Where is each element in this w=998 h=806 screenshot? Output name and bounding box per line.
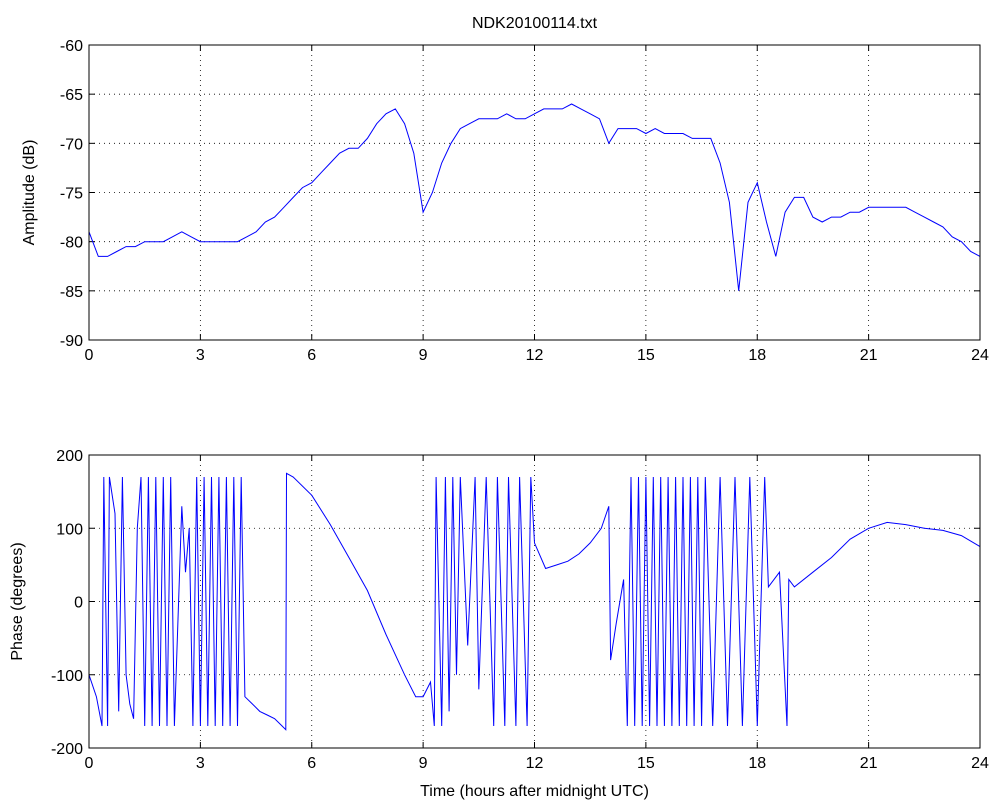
x-tick-label: 9 — [419, 755, 428, 772]
y-tick-label: -70 — [60, 136, 83, 153]
y-tick-label: -60 — [60, 38, 83, 55]
x-tick-label: 6 — [307, 755, 316, 772]
y-tick-label: -100 — [51, 668, 83, 685]
axes-box — [88, 44, 981, 341]
y-axis-label: Amplitude (dB) — [21, 140, 38, 246]
y-tick-label: -65 — [60, 87, 83, 104]
x-tick-label: 24 — [971, 347, 989, 364]
axes-box — [88, 454, 981, 749]
y-axis-label: Phase (degrees) — [9, 542, 26, 660]
x-tick-label: 9 — [419, 347, 428, 364]
y-tick-label: -80 — [60, 235, 83, 252]
x-axis-label: Time (hours after midnight UTC) — [420, 783, 649, 800]
y-tick-label: -200 — [51, 741, 83, 758]
data-line — [88, 472, 981, 731]
x-tick-label: 0 — [85, 347, 94, 364]
data-line — [88, 103, 981, 291]
x-tick-label: 15 — [637, 755, 655, 772]
x-tick-label: 12 — [526, 347, 544, 364]
y-tick-label: 0 — [74, 595, 83, 612]
x-tick-label: 3 — [196, 755, 205, 772]
y-tick-label: -75 — [60, 186, 83, 203]
x-tick-label: 15 — [637, 347, 655, 364]
y-tick-label: -90 — [60, 333, 83, 350]
x-tick-label: 6 — [307, 347, 316, 364]
x-tick-label: 12 — [526, 755, 544, 772]
chart-title: NDK20100114.txt — [472, 15, 598, 32]
x-tick-label: 24 — [971, 755, 989, 772]
x-tick-label: 3 — [196, 347, 205, 364]
y-tick-label: 100 — [56, 521, 83, 538]
x-tick-label: 0 — [85, 755, 94, 772]
x-tick-label: 21 — [860, 347, 878, 364]
x-tick-label: 21 — [860, 755, 878, 772]
x-tick-label: 18 — [748, 755, 766, 772]
y-tick-label: 200 — [56, 448, 83, 465]
y-tick-label: -85 — [60, 284, 83, 301]
x-tick-label: 18 — [748, 347, 766, 364]
